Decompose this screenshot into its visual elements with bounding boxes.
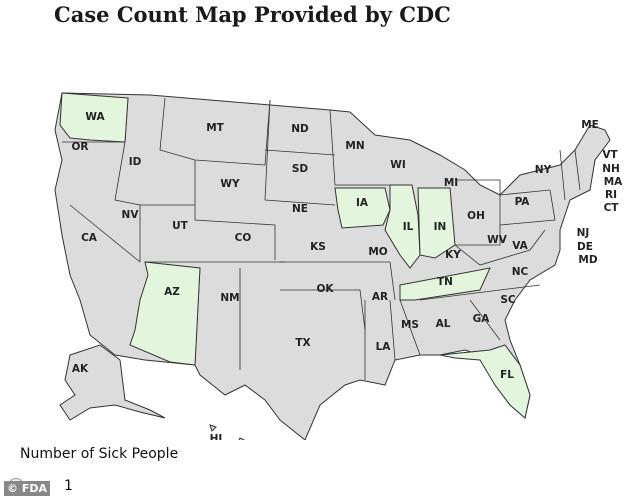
state-ia[interactable] (334, 187, 391, 229)
us-map: WA OR ID MT ND SD WY NE MN WI MI IA IL IN OH PA NY ME VT NH… (54, 92, 623, 440)
state-label-wi: WI (390, 159, 406, 171)
state-label-ky: KY (445, 249, 461, 261)
state-label-az: AZ (164, 286, 180, 298)
state-label-nd: ND (291, 123, 309, 135)
state-label-la: LA (376, 341, 392, 353)
state-label-mn: MN (345, 140, 364, 152)
map-title: Case Count Map Provided by CDC (54, 2, 451, 27)
state-label-mo: MO (368, 246, 387, 258)
state-label-nm: NM (220, 292, 239, 304)
state-label-ia: IA (356, 197, 369, 209)
state-label-ri: RI (605, 189, 617, 201)
state-label-ny: NY (535, 164, 552, 176)
state-label-vt: VT (602, 149, 618, 161)
state-label-tn: TN (437, 276, 453, 288)
state-wa[interactable] (59, 92, 129, 143)
state-label-wa: WA (85, 111, 105, 123)
state-label-ok: OK (316, 283, 334, 295)
state-label-ne: NE (292, 203, 308, 215)
state-in[interactable] (417, 187, 456, 259)
watermark: © FDA (4, 481, 50, 496)
alaska (59, 344, 166, 421)
state-label-ga: GA (473, 313, 491, 325)
state-label-md: MD (578, 254, 597, 266)
state-label-nj: NJ (577, 227, 590, 239)
state-label-or: OR (71, 141, 88, 153)
state-label-oh: OH (467, 210, 485, 222)
state-label-pa: PA (515, 196, 531, 208)
state-label-ms: MS (401, 319, 419, 331)
case-states (59, 92, 531, 419)
state-label-ar: AR (372, 291, 388, 303)
state-label-ct: CT (604, 202, 620, 214)
state-label-sc: SC (500, 294, 516, 306)
state-label-ak: AK (72, 363, 89, 375)
state-label-hi: HI (210, 433, 223, 440)
state-label-tx: TX (295, 337, 310, 349)
hawaii-big (238, 437, 246, 440)
state-label-ca: CA (81, 232, 98, 244)
state-label-de: DE (577, 241, 593, 253)
state-label-in: IN (434, 221, 447, 233)
state-label-nh: NH (602, 163, 620, 175)
state-fl[interactable] (439, 344, 531, 419)
state-label-sd: SD (292, 163, 309, 175)
state-label-nv: NV (122, 209, 140, 221)
state-label-wv: WV (487, 234, 508, 246)
state-label-id: ID (129, 156, 142, 168)
state-label-ks: KS (310, 241, 326, 253)
state-label-ma: MA (604, 176, 623, 188)
legend-label: 1 (64, 478, 73, 494)
state-label-mt: MT (206, 122, 224, 134)
hawaii (209, 424, 217, 432)
state-label-al: AL (436, 318, 451, 330)
state-label-il: IL (403, 221, 414, 233)
state-label-va: VA (512, 240, 528, 252)
state-il[interactable] (384, 184, 421, 269)
state-az[interactable] (129, 261, 201, 366)
state-label-ut: UT (172, 220, 189, 232)
state-label-wy: WY (220, 178, 240, 190)
state-label-co: CO (235, 232, 252, 244)
state-label-me: ME (581, 119, 599, 131)
legend-title: Number of Sick People (20, 446, 179, 462)
state-tn[interactable] (399, 267, 491, 301)
state-borders (62, 97, 581, 380)
state-label-mi: MI (444, 177, 458, 189)
state-label-fl: FL (500, 369, 514, 381)
state-label-nc: NC (512, 266, 529, 278)
